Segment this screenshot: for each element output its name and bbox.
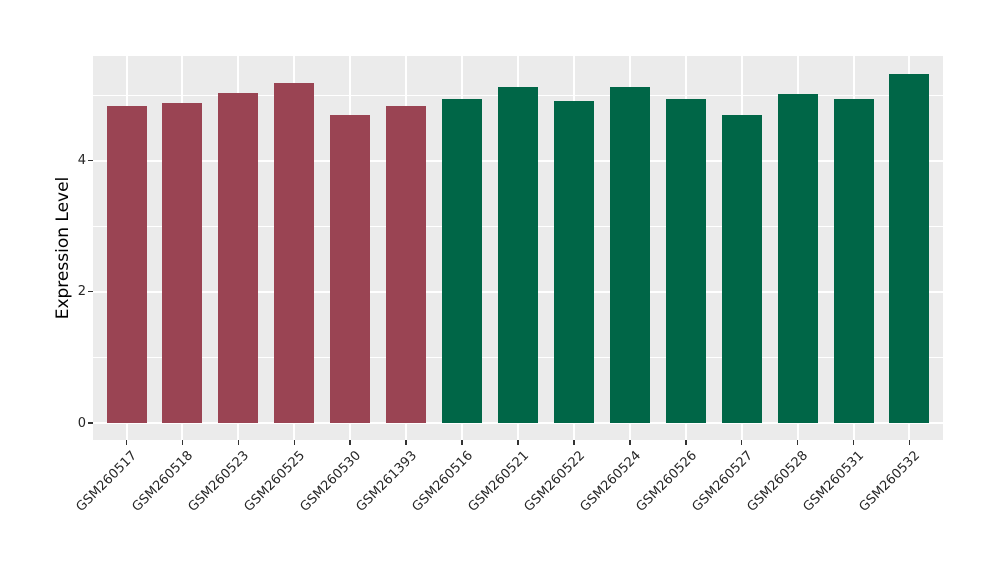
x-tick-mark <box>517 440 519 445</box>
x-tick-label: GSM260532 <box>856 448 924 515</box>
bar-GSM260517 <box>106 105 147 423</box>
bar-GSM260521 <box>498 87 538 423</box>
y-tick-label: 2 <box>77 284 86 300</box>
bar-GSM260528 <box>777 94 818 423</box>
y-tick-label: 4 <box>77 153 86 169</box>
bar-GSM260518 <box>162 102 203 423</box>
x-tick-mark <box>125 440 128 445</box>
bar-GSM260531 <box>833 98 874 423</box>
x-tick-mark <box>293 440 296 445</box>
x-tick-mark <box>405 440 407 445</box>
bar-GSM260525 <box>274 82 315 423</box>
y-tick-label: 0 <box>77 415 86 431</box>
bar-GSM260527 <box>721 114 762 423</box>
x-tick-mark <box>796 440 799 445</box>
bar-GSM260526 <box>665 98 706 423</box>
x-tick-mark <box>349 440 351 445</box>
y-tick-mark <box>88 159 93 162</box>
x-tick-mark <box>908 440 911 445</box>
x-tick-mark <box>181 440 184 445</box>
bar-GSM261393 <box>386 106 427 423</box>
bar-GSM260523 <box>218 92 259 423</box>
bar-GSM260530 <box>330 114 371 423</box>
x-tick-mark <box>573 440 575 445</box>
x-tick-mark <box>740 440 743 445</box>
y-tick-mark <box>88 422 93 424</box>
bar-GSM260524 <box>609 87 650 423</box>
x-tick-mark <box>237 440 240 445</box>
x-tick-mark <box>629 440 631 445</box>
x-tick-mark <box>685 440 687 445</box>
bar-GSM260516 <box>442 98 483 423</box>
plot-panel <box>93 56 943 440</box>
x-tick-mark <box>461 440 463 445</box>
y-tick-mark <box>88 290 93 293</box>
x-tick-mark <box>852 440 855 445</box>
bar-GSM260532 <box>889 73 930 423</box>
bar-GSM260522 <box>553 100 594 423</box>
